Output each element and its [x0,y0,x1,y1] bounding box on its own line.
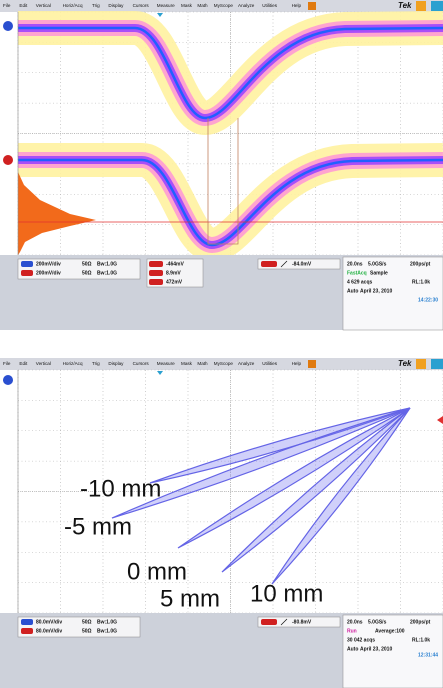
channel-impedance: 50Ω [82,619,92,625]
menu-item[interactable]: Measure [157,361,175,366]
menu-item[interactable]: Math [197,3,208,8]
menu-item[interactable]: Mask [181,3,193,8]
trigger-level: -84.0mV [292,261,312,267]
channel-badge [21,628,33,634]
menu-item[interactable]: Display [108,3,124,8]
menu-item[interactable]: Horiz/Acq [63,3,83,8]
menu-item[interactable]: Edit [19,361,28,366]
channel-bandwidth: Bw:1.0G [97,261,117,267]
measurement-value: -464mV [166,261,184,267]
annotation: -10 mm [80,475,161,502]
channel-impedance: 50Ω [82,270,92,276]
menu-item[interactable]: Edit [19,3,28,8]
measurement-badge [149,279,163,285]
menu-item[interactable]: MyScope [214,3,234,8]
menu-item[interactable]: Math [197,361,208,366]
menu-item[interactable]: Help [292,3,302,8]
trigger-mode: Auto [347,646,358,652]
channel-bandwidth: Bw:1.0G [97,628,117,634]
menu-item[interactable]: Utilities [262,361,278,366]
annotation: 5 mm [160,585,220,612]
measurement-value: 8.9mV [166,270,181,276]
channel-badge [21,619,33,625]
menu-item[interactable]: Cursors [133,3,150,8]
channel-scale: 200mV/div [36,270,61,276]
menu-item[interactable]: Trig [92,361,100,366]
menu-item[interactable]: Mask [181,361,193,366]
measurement-badge [149,261,163,267]
timebase: 20.0ns [347,619,363,625]
acquisition-count: 4 629 acqs [347,279,373,285]
menu-item[interactable]: Horiz/Acq [63,361,83,366]
minimize-button[interactable] [416,359,426,369]
trigger-badge [261,619,277,625]
resolution: 200ps/pt [410,619,431,625]
help-icon[interactable] [308,360,316,368]
channel-scale: 80.0mV/div [36,619,62,625]
channel-bandwidth: Bw:1.0G [97,619,117,625]
annotation: -5 mm [64,513,132,540]
channel-1-marker [3,21,13,31]
sample-rate: 5.0GS/s [368,619,387,625]
channel-2-marker [3,155,13,165]
date: April 23, 2010 [360,646,392,652]
timebase: 20.0ns [347,261,363,267]
record-length: RL:1.0k [412,637,430,643]
annotation: 0 mm [127,558,187,585]
brand: Tek [398,359,412,368]
help-icon[interactable] [308,2,316,10]
time: 12:31:44 [418,652,438,658]
acquisition-count: 30 042 acqs [347,637,375,643]
channel-bandwidth: Bw:1.0G [97,270,117,276]
menu-item[interactable]: Utilities [262,3,278,8]
acquisition-mode: Run [347,628,357,634]
menu-item[interactable]: Trig [92,3,100,8]
channel-badge [21,270,33,276]
channel-impedance: 50Ω [82,261,92,267]
close-button[interactable] [431,359,443,369]
measurement-value: 472mV [166,279,183,285]
channel-impedance: 50Ω [82,628,92,634]
minimize-button[interactable] [416,1,426,11]
trigger-badge [261,261,277,267]
sampling-mode: Sample [370,270,388,276]
menu-item[interactable]: Analyze [238,361,255,366]
record-length: RL:1.0k [412,279,430,285]
menu-item[interactable]: Measure [157,3,175,8]
menu-item[interactable]: File [3,361,11,366]
menu-item[interactable]: Vertical [36,3,51,8]
measurement-badge [149,270,163,276]
brand: Tek [398,1,412,10]
resolution: 200ps/pt [410,261,431,267]
channel-scale: 80.0mV/div [36,628,62,634]
menu-item[interactable]: File [3,3,11,8]
date: April 23, 2010 [360,288,392,294]
sampling-mode: Average:100 [375,628,405,634]
trigger-level: -80.8mV [292,619,312,625]
channel-scale: 200mV/div [36,261,61,267]
close-button[interactable] [431,1,443,11]
trigger-mode: Auto [347,288,358,294]
scope-screen: File Edit Vertical Horiz/Acq Trig Display Curs… [0,0,443,330]
sample-rate: 5.0GS/s [368,261,387,267]
channel-1-marker [3,375,13,385]
annotation: 10 mm [250,580,323,607]
menu-item[interactable]: Display [108,361,124,366]
menu-item[interactable]: Vertical [36,361,51,366]
time: 14:22:30 [418,297,438,303]
acquisition-mode: FastAcq [347,270,367,276]
menu-item[interactable]: MyScope [214,361,234,366]
menu-item[interactable]: Help [292,361,302,366]
menu-item[interactable]: Cursors [133,361,150,366]
scope-screen: File Edit Vertical Horiz/Acq Trig Display Curs… [0,358,443,688]
menu-item[interactable]: Analyze [238,3,255,8]
channel-badge [21,261,33,267]
page: File Edit Vertical Horiz/Acq Trig Display Curs… [0,0,443,688]
